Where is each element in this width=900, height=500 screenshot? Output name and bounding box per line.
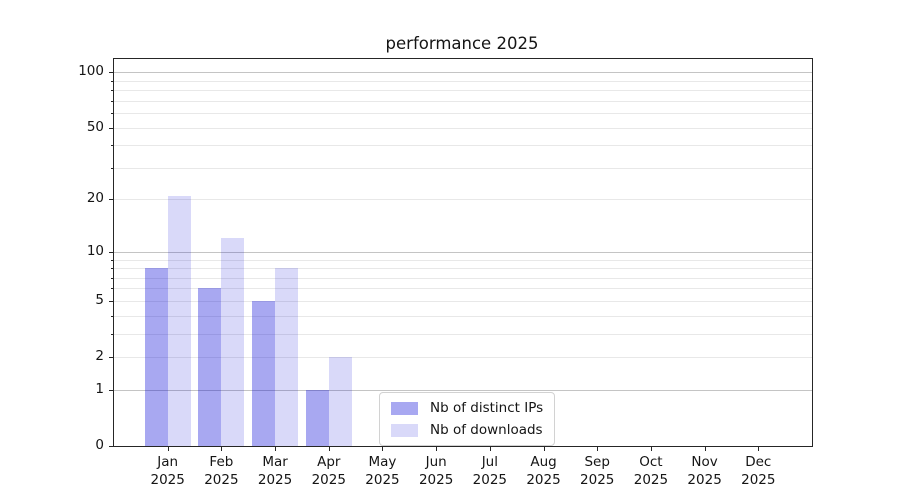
gridline-minor: [114, 357, 812, 359]
legend-color-swatch: [391, 401, 418, 415]
y-tick-label: 0: [95, 437, 104, 453]
y-minor-tick: [110, 333, 113, 335]
y-minor-tick: [110, 100, 113, 102]
y-tick: [109, 357, 113, 359]
x-tick: [328, 447, 330, 451]
y-minor-tick: [110, 277, 113, 279]
y-tick: [109, 251, 113, 253]
x-tick: [221, 447, 223, 451]
gridline-minor: [114, 277, 812, 279]
x-tick-label: Jan 2025: [150, 454, 185, 489]
y-tick-label: 100: [78, 63, 104, 80]
gridline-minor: [114, 333, 812, 335]
y-minor-tick: [110, 113, 113, 115]
y-minor-tick: [110, 288, 113, 290]
gridline-major: [114, 72, 812, 74]
x-tick: [489, 447, 491, 451]
chart-title: performance 2025: [385, 34, 539, 53]
gridline-minor: [114, 288, 812, 290]
gridline-minor: [114, 113, 812, 115]
y-tick: [109, 446, 113, 447]
bar-downloads: [221, 238, 245, 446]
y-tick-label: 20: [86, 190, 104, 207]
legend-item: Nb of downloads: [391, 422, 543, 438]
gridline-minor: [114, 300, 812, 302]
y-tick: [109, 300, 113, 302]
gridline-minor: [114, 259, 812, 261]
x-tick: [704, 447, 706, 451]
gridline-minor: [114, 199, 812, 201]
legend-color-swatch: [391, 423, 418, 437]
x-tick: [275, 447, 277, 451]
bar-downloads: [167, 195, 191, 446]
bar-distinct-ips: [305, 389, 329, 446]
x-tick: [436, 447, 438, 451]
gridline-minor: [114, 100, 812, 102]
x-tick-label: May 2025: [365, 454, 400, 489]
gridline-minor: [114, 268, 812, 270]
y-minor-tick: [110, 268, 113, 270]
x-tick-label: Sep 2025: [580, 454, 615, 489]
y-tick: [109, 389, 113, 391]
bar-downloads: [328, 357, 352, 446]
x-tick-label: Oct 2025: [633, 454, 669, 489]
y-tick-label: 5: [95, 291, 104, 308]
y-tick: [109, 127, 113, 129]
y-tick: [109, 72, 113, 74]
bar-distinct-ips: [198, 288, 222, 446]
x-tick-label: Jul 2025: [472, 454, 508, 489]
y-minor-tick: [110, 90, 113, 92]
plot-area: Nb of distinct IPs Nb of downloads: [113, 58, 813, 447]
x-tick-label: Nov 2025: [687, 454, 722, 489]
x-tick: [650, 447, 652, 451]
x-tick-label: Mar 2025: [257, 454, 293, 489]
y-tick-label: 2: [95, 348, 104, 365]
y-tick-label: 10: [86, 242, 104, 259]
x-tick: [167, 447, 169, 451]
y-tick: [109, 199, 113, 201]
y-minor-tick: [110, 259, 113, 261]
x-tick-label: Jun 2025: [418, 454, 454, 489]
y-minor-tick: [110, 167, 113, 169]
legend-item-label: Nb of downloads: [430, 422, 543, 438]
gridline-minor: [114, 80, 812, 82]
x-tick: [597, 447, 599, 451]
y-minor-tick: [110, 315, 113, 317]
gridline-minor: [114, 127, 812, 129]
x-tick: [758, 447, 760, 451]
x-tick-label: Feb 2025: [204, 454, 239, 489]
gridline-major: [114, 251, 812, 253]
legend: Nb of distinct IPs Nb of downloads: [379, 392, 556, 446]
gridline-minor: [114, 315, 812, 317]
x-tick-label: Apr 2025: [311, 454, 346, 489]
gridline-minor: [114, 145, 812, 147]
x-tick: [543, 447, 545, 451]
bar-downloads: [275, 268, 299, 446]
legend-item: Nb of distinct IPs: [391, 400, 543, 416]
gridline-minor: [114, 90, 812, 92]
legend-item-label: Nb of distinct IPs: [430, 400, 544, 416]
gridline-major: [114, 389, 812, 391]
y-minor-tick: [110, 80, 113, 82]
x-tick-label: Dec 2025: [741, 454, 776, 489]
x-tick-label: Aug 2025: [526, 454, 561, 489]
x-tick: [382, 447, 384, 451]
bar-distinct-ips: [144, 268, 168, 446]
y-minor-tick: [110, 145, 113, 147]
gridline-minor: [114, 167, 812, 169]
y-tick-label: 1: [95, 380, 104, 397]
bar-distinct-ips: [252, 300, 276, 446]
y-tick-label: 50: [86, 118, 104, 135]
